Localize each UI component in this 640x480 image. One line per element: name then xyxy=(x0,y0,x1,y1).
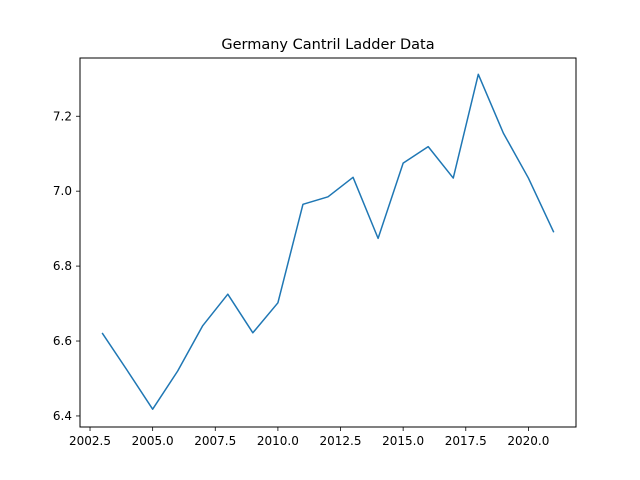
x-tick-label: 2010.0 xyxy=(257,434,299,448)
x-tick-label: 2002.5 xyxy=(69,434,111,448)
x-tick-label: 2020.0 xyxy=(507,434,549,448)
y-tick-label: 6.6 xyxy=(53,334,72,348)
plot-area xyxy=(101,73,555,410)
x-tick-label: 2007.5 xyxy=(194,434,236,448)
x-tick-label: 2005.0 xyxy=(132,434,174,448)
x-tick-label: 2012.5 xyxy=(320,434,362,448)
y-tick-label: 7.0 xyxy=(53,184,72,198)
x-tick-label: 2015.0 xyxy=(382,434,424,448)
y-axis: 6.4 6.6 6.8 7.0 7.2 xyxy=(53,109,80,423)
y-tick-label: 6.4 xyxy=(53,409,72,423)
y-tick-label: 6.8 xyxy=(53,259,72,273)
axes-frame xyxy=(79,57,577,428)
x-axis: 2002.5 2005.0 2007.5 2010.0 2012.5 2015.0 2017… xyxy=(69,427,549,448)
x-tick-label: 2017.5 xyxy=(445,434,487,448)
y-tick-label: 7.2 xyxy=(53,109,72,123)
series-line-0 xyxy=(101,73,555,410)
chart-title: Germany Cantril Ladder Data xyxy=(221,37,434,53)
